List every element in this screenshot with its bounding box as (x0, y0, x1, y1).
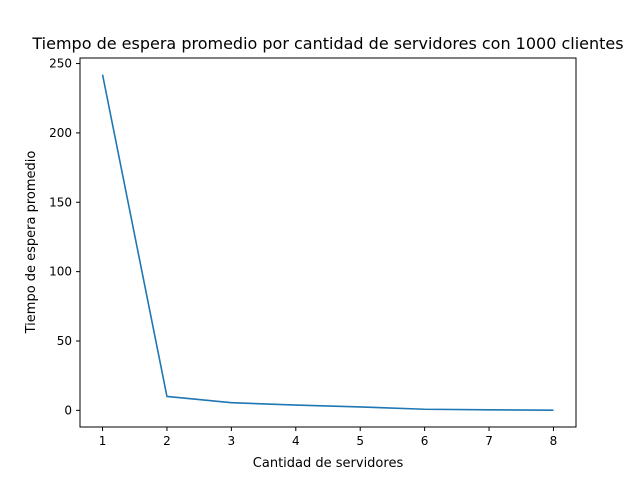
y-tick-label: 50 (57, 334, 72, 348)
x-tick-label: 1 (99, 434, 107, 448)
x-tick-label: 5 (356, 434, 364, 448)
plot-area-frame (79, 57, 577, 428)
series-layer (101, 74, 554, 412)
y-tick-label: 0 (64, 403, 72, 417)
y-tick-label: 250 (49, 57, 72, 71)
series-line (101, 74, 554, 412)
x-tick-label: 8 (550, 434, 558, 448)
x-axis-label: Cantidad de servidores (253, 456, 404, 471)
y-tick-label: 200 (49, 126, 72, 140)
y-tick-label: 150 (49, 195, 72, 209)
y-axis-label: Tiempo de espera promedio (24, 151, 39, 335)
chart-title: Tiempo de espera promedio por cantidad d… (31, 34, 623, 53)
y-tick-label: 100 (49, 265, 72, 279)
x-tick-label: 7 (485, 434, 493, 448)
x-tick-label: 4 (292, 434, 300, 448)
x-tick-label: 6 (421, 434, 429, 448)
x-axis: 1 2 3 4 5 6 7 8 (99, 427, 558, 448)
y-axis: 0 50 100 150 200 250 (49, 57, 80, 417)
x-tick-label: 2 (163, 434, 171, 448)
x-tick-label: 3 (228, 434, 236, 448)
